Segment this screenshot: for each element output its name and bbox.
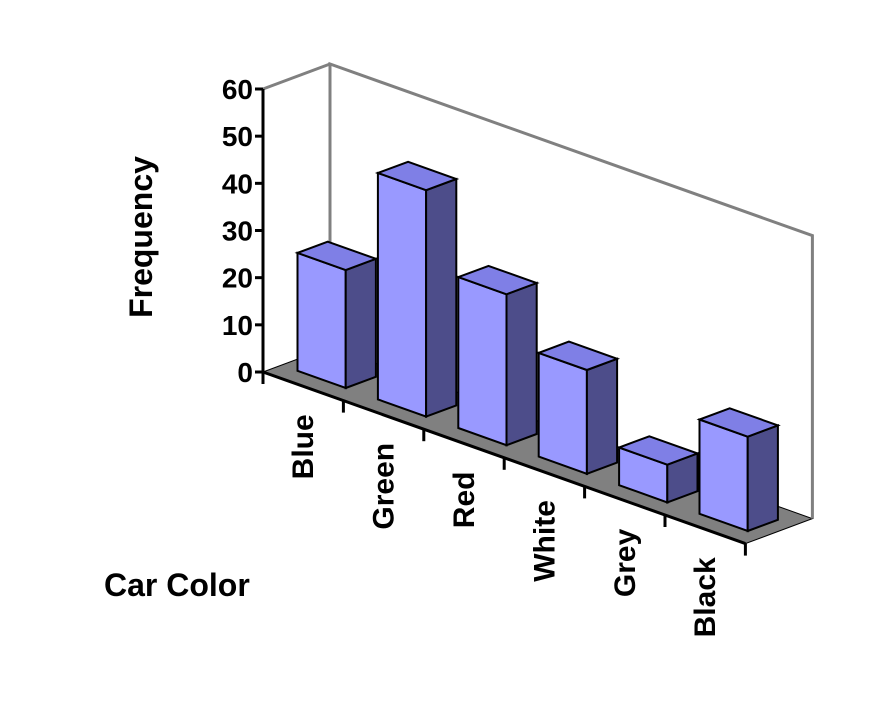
bar-red	[455, 264, 540, 447]
bar-top-face	[616, 435, 701, 466]
bar-top-face	[696, 407, 781, 438]
x-category-label: Green	[368, 443, 401, 530]
bar-front-face	[457, 275, 508, 447]
y-tick-label: 30	[222, 216, 253, 247]
bar-side-face	[344, 257, 377, 390]
bar-black	[696, 407, 781, 533]
x-category-label: Blue	[287, 414, 320, 479]
y-axis-title: Frequency	[123, 156, 159, 318]
x-category-label: Grey	[609, 528, 642, 597]
x-category-label: Red	[448, 472, 481, 529]
bar-side-face	[505, 281, 538, 447]
bar-grey	[616, 435, 701, 504]
bar-front-face	[296, 251, 347, 390]
x-axis-categories: Blue Green Red White Grey Black	[261, 372, 747, 637]
y-tick-label: 40	[222, 168, 253, 199]
y-tick-label: 10	[222, 310, 253, 341]
x-category-label: Black	[689, 557, 722, 637]
bar-green	[374, 160, 460, 419]
bar-group	[294, 160, 781, 533]
y-tick-label: 0	[237, 357, 253, 388]
bar-top-face	[294, 240, 379, 272]
bar-top-face	[535, 340, 621, 372]
bar-side-face	[585, 357, 619, 476]
bar-top-face	[374, 160, 460, 192]
bar-front-face	[376, 171, 428, 419]
bar-side-face	[425, 177, 458, 419]
x-axis-title: Car Color	[104, 567, 250, 603]
bar-blue	[294, 240, 379, 390]
bar-side-face	[746, 423, 779, 533]
bar-front-face	[698, 418, 749, 533]
x-category-label: White	[528, 500, 561, 582]
back-wall-outline	[328, 61, 814, 519]
bar-front-face	[537, 351, 588, 476]
side-wall-top-edge	[262, 62, 331, 91]
y-tick-label: 60	[222, 74, 253, 105]
y-tick-label: 20	[222, 263, 253, 294]
bar-top-face	[455, 264, 540, 296]
y-axis-ticks: 0 10 20 30 40 50 60	[222, 74, 263, 388]
y-tick-label: 50	[222, 121, 253, 152]
bar-white	[535, 340, 621, 476]
